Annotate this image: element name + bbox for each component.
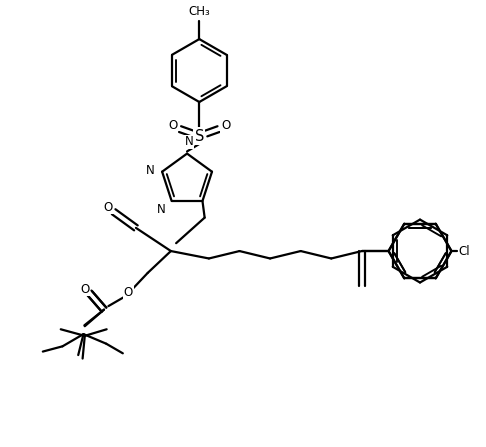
- Text: O: O: [124, 286, 133, 299]
- Text: O: O: [169, 119, 178, 132]
- Text: O: O: [221, 119, 230, 132]
- Text: S: S: [194, 129, 204, 143]
- Text: N: N: [157, 203, 166, 216]
- Text: O: O: [80, 283, 89, 295]
- Text: Cl: Cl: [458, 245, 470, 257]
- Text: N: N: [145, 164, 154, 177]
- Text: CH₃: CH₃: [189, 5, 210, 18]
- Text: O: O: [104, 201, 113, 214]
- Text: N: N: [184, 135, 193, 148]
